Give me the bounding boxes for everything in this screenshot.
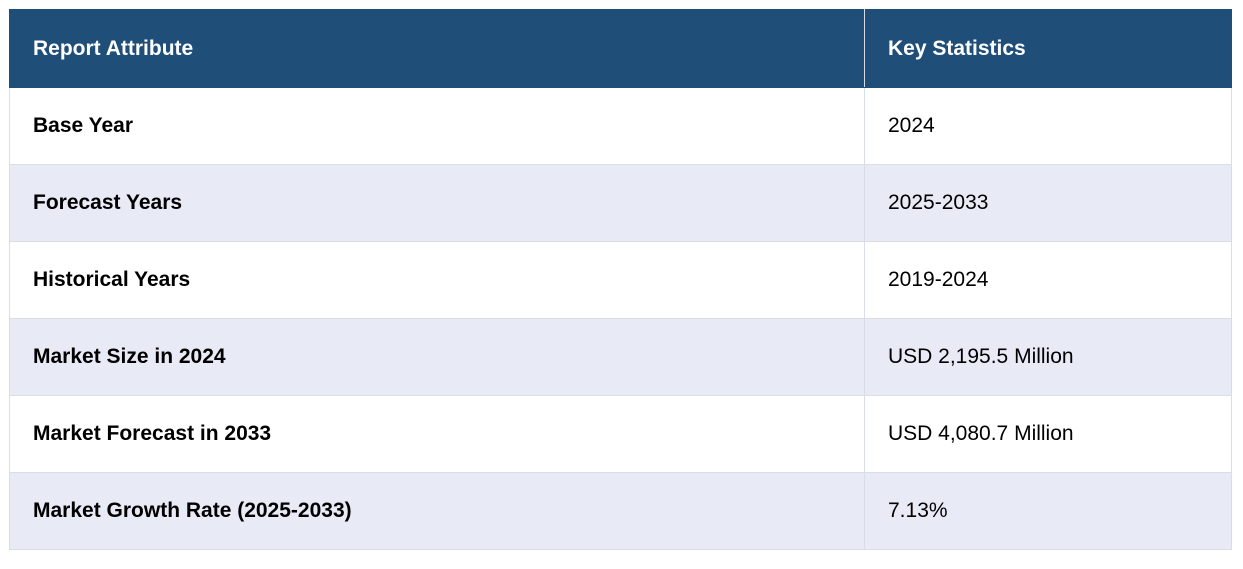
header-key-statistics: Key Statistics: [864, 9, 1232, 88]
row-value: 2019-2024: [864, 241, 1232, 319]
table-row: Base Year 2024: [9, 87, 1232, 165]
row-attribute: Market Forecast in 2033: [9, 395, 865, 473]
row-attribute: Historical Years: [9, 241, 865, 319]
row-value: 7.13%: [864, 472, 1232, 550]
table-header: Report Attribute Key Statistics: [9, 9, 1232, 88]
header-report-attribute: Report Attribute: [9, 9, 865, 88]
table-row: Market Growth Rate (2025-2033) 7.13%: [9, 472, 1232, 550]
table-row: Market Forecast in 2033 USD 4,080.7 Mill…: [9, 395, 1232, 473]
row-attribute: Market Growth Rate (2025-2033): [9, 472, 865, 550]
table-row: Historical Years 2019-2024: [9, 241, 1232, 319]
row-attribute: Base Year: [9, 87, 865, 165]
table-body: Base Year 2024 Forecast Years 2025-2033 …: [9, 87, 1232, 550]
row-attribute: Forecast Years: [9, 164, 865, 242]
report-table: Report Attribute Key Statistics Base Yea…: [9, 9, 1232, 550]
row-value: USD 2,195.5 Million: [864, 318, 1232, 396]
row-value: USD 4,080.7 Million: [864, 395, 1232, 473]
row-value: 2025-2033: [864, 164, 1232, 242]
row-attribute: Market Size in 2024: [9, 318, 865, 396]
header-row: Report Attribute Key Statistics: [9, 9, 1232, 88]
table-row: Forecast Years 2025-2033: [9, 164, 1232, 242]
table-row: Market Size in 2024 USD 2,195.5 Million: [9, 318, 1232, 396]
row-value: 2024: [864, 87, 1232, 165]
